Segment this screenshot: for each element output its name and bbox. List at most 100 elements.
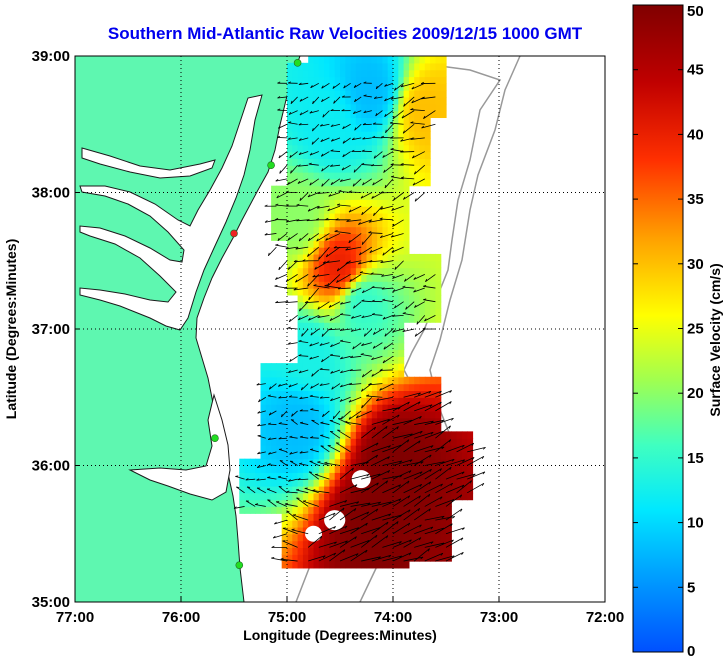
velocity-cell: [319, 500, 325, 507]
velocity-cell: [382, 390, 388, 397]
velocity-cell: [276, 466, 282, 473]
velocity-cell: [329, 336, 335, 343]
velocity-cell: [393, 506, 399, 513]
velocity-cell: [340, 363, 346, 370]
velocity-cell: [409, 500, 415, 507]
velocity-cell: [329, 131, 335, 138]
velocity-cell: [329, 90, 335, 97]
velocity-cell: [245, 506, 251, 513]
velocity-cell: [345, 254, 351, 261]
velocity-cell: [398, 268, 404, 275]
velocity-cell: [287, 63, 293, 70]
velocity-cell: [351, 104, 357, 111]
velocity-cell: [255, 493, 261, 500]
velocity-cell: [377, 466, 383, 473]
velocity-cell: [457, 438, 463, 445]
velocity-cell: [425, 104, 431, 111]
velocity-cell: [372, 193, 378, 200]
velocity-cell: [314, 506, 320, 513]
velocity-cell: [393, 534, 399, 541]
velocity-cell: [335, 322, 341, 329]
velocity-cell: [303, 438, 309, 445]
velocity-cell: [340, 56, 346, 63]
velocity-cell: [409, 70, 415, 77]
velocity-cell: [324, 240, 330, 247]
velocity-cell: [404, 309, 410, 316]
velocity-cell: [457, 479, 463, 486]
velocity-cell: [303, 104, 309, 111]
velocity-cell: [409, 493, 415, 500]
velocity-cell: [329, 493, 335, 500]
velocity-cell: [367, 425, 373, 432]
velocity-cell: [303, 377, 309, 384]
velocity-cell: [303, 213, 309, 220]
velocity-cell: [372, 172, 378, 179]
velocity-arrow-head: [247, 487, 250, 488]
velocity-cell: [409, 452, 415, 459]
velocity-cell: [319, 506, 325, 513]
velocity-cell: [435, 274, 441, 281]
velocity-cell: [319, 240, 325, 247]
velocity-cell: [292, 472, 298, 479]
station-marker: [231, 230, 238, 237]
velocity-cell: [404, 206, 410, 213]
velocity-cell: [329, 452, 335, 459]
velocity-cell: [314, 377, 320, 384]
velocity-cell: [271, 479, 277, 486]
velocity-cell: [345, 390, 351, 397]
velocity-cell: [287, 363, 293, 370]
velocity-cell: [308, 322, 314, 329]
velocity-cell: [239, 493, 245, 500]
station-marker: [236, 562, 243, 569]
velocity-cell: [287, 240, 293, 247]
x-tick-label: 72:00: [586, 609, 624, 626]
velocity-cell: [393, 90, 399, 97]
velocity-cell: [467, 493, 473, 500]
velocity-cell: [351, 63, 357, 70]
velocity-cell: [404, 561, 410, 568]
velocity-cell: [287, 452, 293, 459]
velocity-cell: [409, 261, 415, 268]
velocity-cell: [314, 179, 320, 186]
velocity-cell: [404, 268, 410, 275]
velocity-cell: [340, 254, 346, 261]
velocity-cell: [314, 322, 320, 329]
velocity-cell: [377, 138, 383, 145]
velocity-cell: [298, 254, 304, 261]
velocity-cell: [372, 233, 378, 240]
velocity-cell: [414, 124, 420, 131]
velocity-cell: [319, 377, 325, 384]
colorbar-tick-label: 20: [687, 385, 704, 402]
velocity-cell: [351, 445, 357, 452]
velocity-cell: [319, 199, 325, 206]
velocity-cell: [298, 554, 304, 561]
velocity-cell: [377, 315, 383, 322]
velocity-cell: [340, 117, 346, 124]
velocity-cell: [377, 165, 383, 172]
velocity-cell: [367, 233, 373, 240]
velocity-cell: [425, 63, 431, 70]
velocity-cell: [435, 438, 441, 445]
velocity-cell: [276, 186, 282, 193]
velocity-cell: [367, 70, 373, 77]
velocity-cell: [398, 397, 404, 404]
velocity-cell: [377, 493, 383, 500]
velocity-cell: [292, 138, 298, 145]
velocity-cell: [287, 158, 293, 165]
velocity-cell: [329, 404, 335, 411]
velocity-cell: [435, 411, 441, 418]
velocity-cell: [303, 124, 309, 131]
velocity-cell: [271, 363, 277, 370]
velocity-cell: [382, 145, 388, 152]
velocity-cell: [255, 506, 261, 513]
velocity-cell: [314, 295, 320, 302]
velocity-cell: [356, 131, 362, 138]
velocity-cell: [398, 199, 404, 206]
velocity-cell: [292, 377, 298, 384]
velocity-cell: [393, 254, 399, 261]
velocity-cell: [287, 131, 293, 138]
velocity-cell: [404, 240, 410, 247]
velocity-cell: [271, 206, 277, 213]
velocity-cell: [404, 411, 410, 418]
velocity-cell: [319, 90, 325, 97]
